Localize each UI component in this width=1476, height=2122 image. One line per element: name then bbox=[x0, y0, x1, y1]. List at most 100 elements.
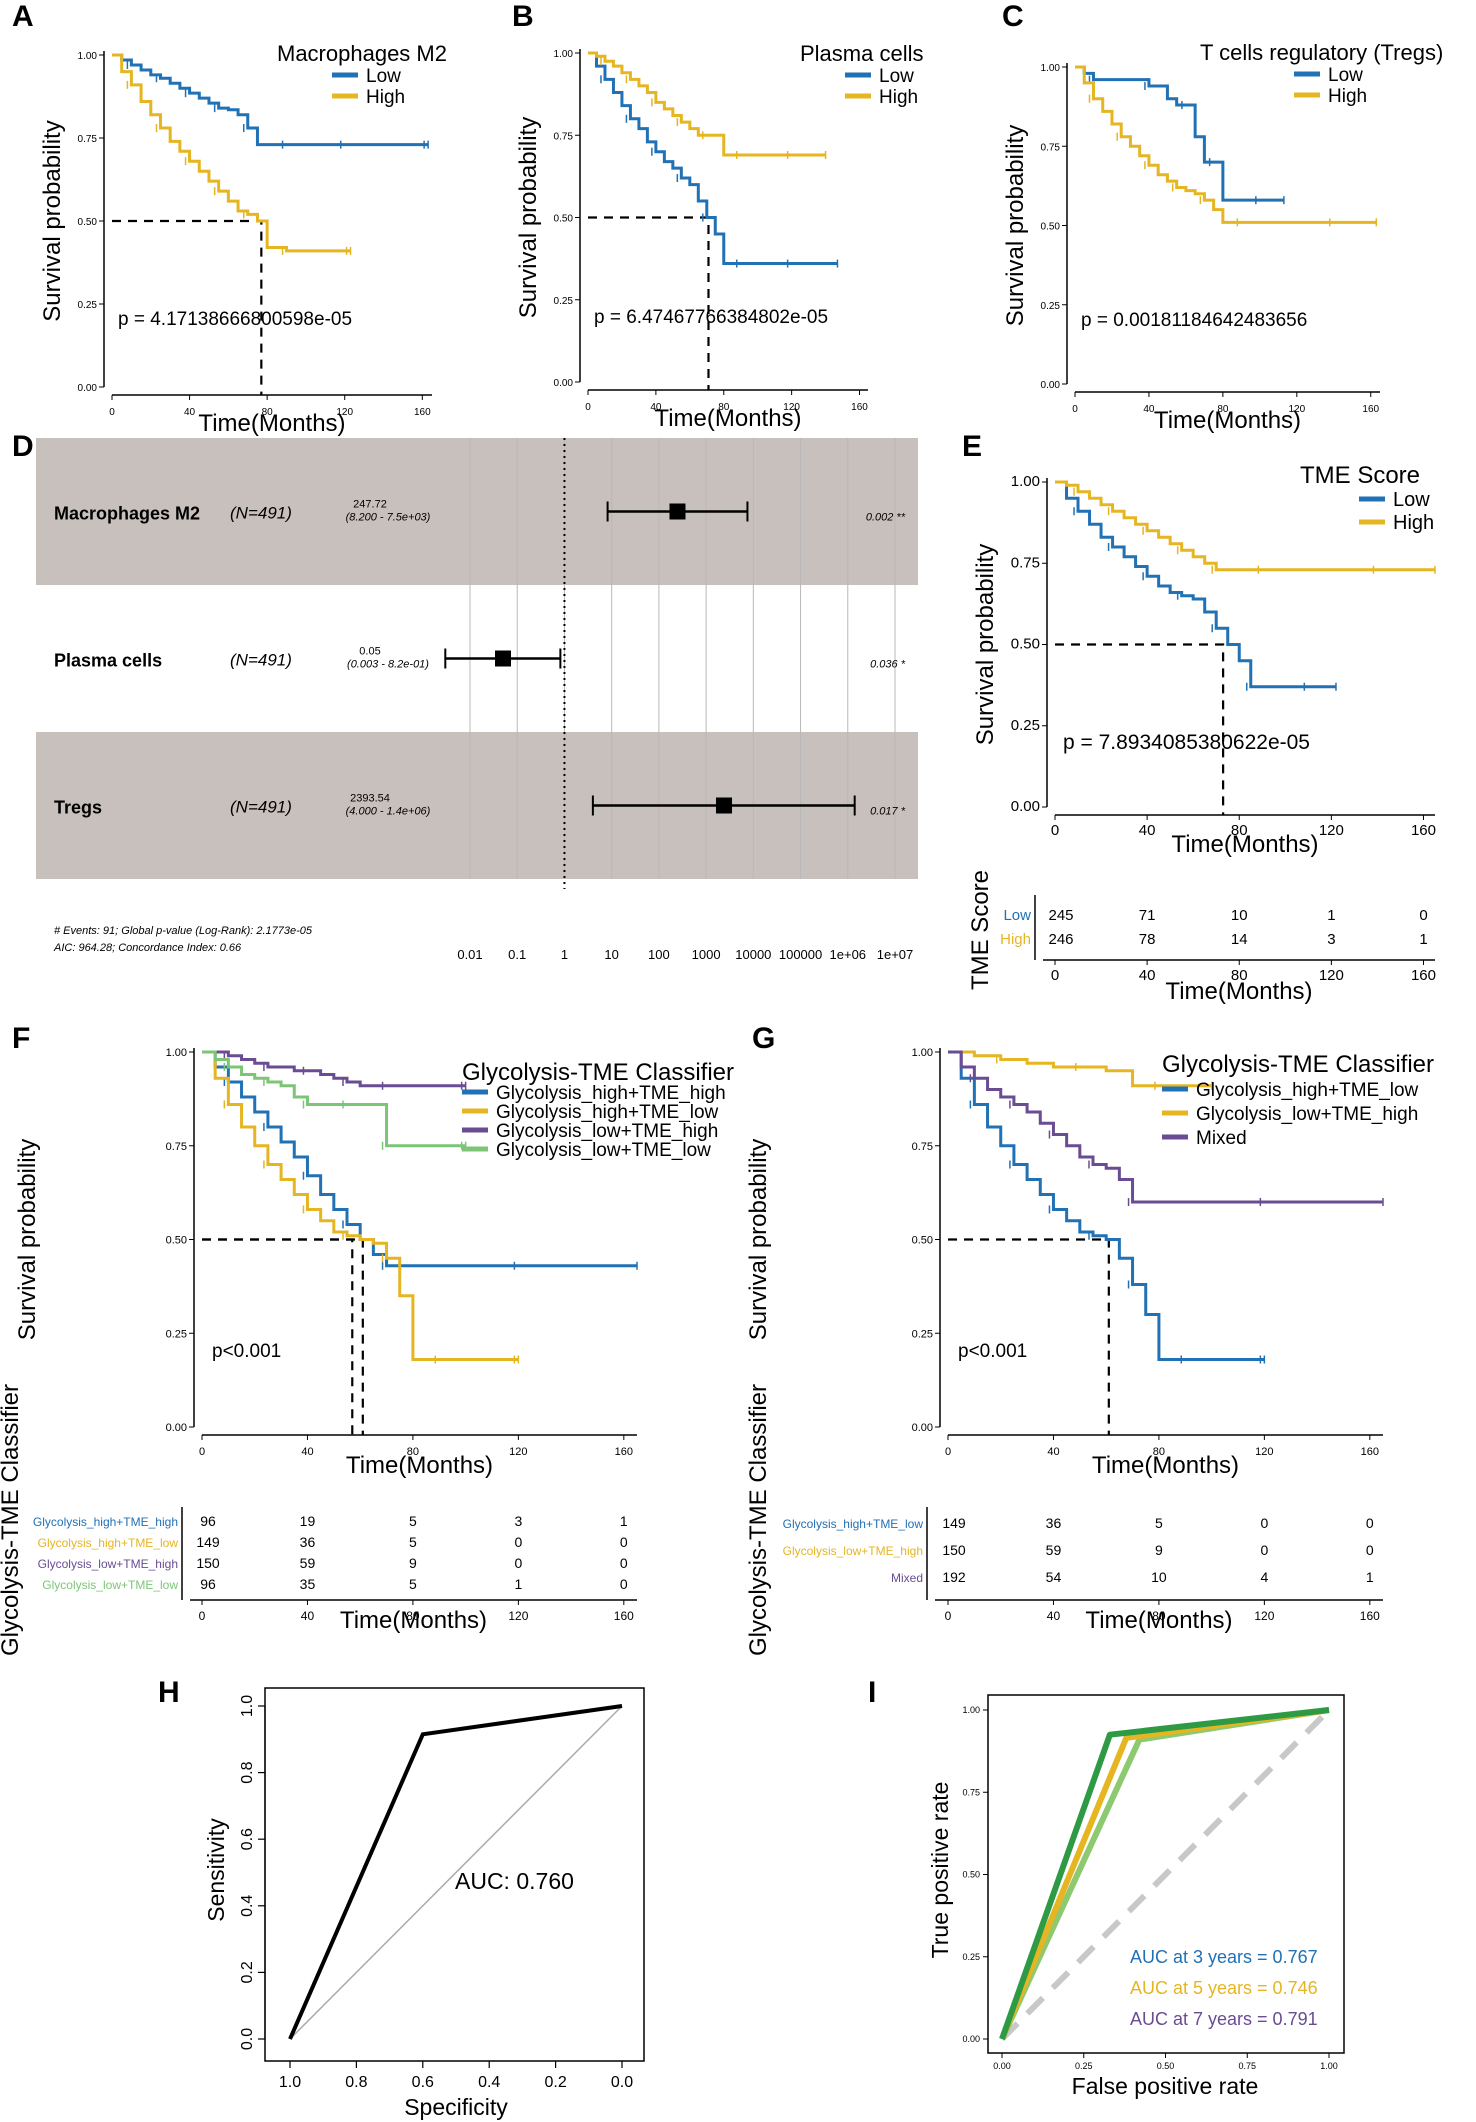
roc-curve bbox=[288, 1704, 623, 2040]
risk-count: 149 bbox=[196, 1534, 220, 1550]
x-tick-label: 40 bbox=[1139, 822, 1156, 839]
risk-count: 0 bbox=[514, 1534, 522, 1550]
risk-count: 10 bbox=[1151, 1569, 1167, 1585]
y-tick-label: 0.00 bbox=[912, 1422, 933, 1434]
y-axis-title: Survival probability bbox=[14, 1139, 41, 1340]
p-value-text: p<0.001 bbox=[958, 1341, 1027, 1362]
forest-row-ci: (4.000 - 1.4e+06) bbox=[346, 806, 431, 818]
risk-x-axis-title: Time(Months) bbox=[340, 1607, 487, 1634]
x-tick-label: 0 bbox=[1051, 822, 1059, 839]
x-tick-label: 0 bbox=[109, 407, 115, 418]
legend-label: Low bbox=[879, 66, 914, 87]
risk-count: 1 bbox=[514, 1576, 522, 1592]
roc-x-tick-label: 0.6 bbox=[412, 2074, 434, 2091]
roc-y-tick-label: 1.0 bbox=[239, 1695, 256, 1717]
roc-x-tick-label: 0.25 bbox=[1075, 2061, 1093, 2071]
forest-row-p: 0.036 * bbox=[870, 659, 906, 671]
y-tick-label: 1.00 bbox=[554, 49, 574, 60]
risk-row-label: Mixed bbox=[891, 1571, 923, 1585]
y-tick-label: 0.75 bbox=[554, 131, 574, 142]
x-tick-label: 160 bbox=[414, 407, 431, 418]
risk-count: 4 bbox=[1260, 1569, 1268, 1585]
legend-label: High bbox=[366, 87, 405, 108]
legend-label: Low bbox=[366, 66, 401, 87]
roc-x-tick-label: 0.8 bbox=[345, 2074, 367, 2091]
roc-y-tick-label: 0.0 bbox=[239, 2028, 256, 2050]
roc-y-tick-label: 0.75 bbox=[962, 1787, 980, 1797]
risk-count: 0 bbox=[620, 1534, 628, 1550]
x-tick-label: 120 bbox=[336, 407, 353, 418]
risk-count: 19 bbox=[300, 1513, 316, 1529]
risk-count: 9 bbox=[1155, 1542, 1163, 1558]
y-tick-label: 0.75 bbox=[912, 1141, 933, 1153]
p-value-text: p = 0.00181184642483656 bbox=[1081, 310, 1307, 331]
median-line bbox=[1055, 643, 1225, 815]
forest-x-tick-label: 1 bbox=[561, 947, 568, 962]
x-tick-label: 0 bbox=[945, 1446, 951, 1458]
legend-label: Glycolysis_high+TME_high bbox=[496, 1083, 726, 1104]
forest-x-tick-label: 0.01 bbox=[457, 947, 482, 962]
x-tick-label: 120 bbox=[1288, 404, 1305, 415]
y-tick-label: 0.50 bbox=[912, 1235, 933, 1247]
risk-row-label: Glycolysis_low+TME_high bbox=[38, 1557, 178, 1571]
forest-row-label: Tregs bbox=[54, 798, 102, 818]
forest-row-ci: (0.003 - 8.2e-01) bbox=[347, 659, 429, 671]
y-tick-label: 0.50 bbox=[1011, 636, 1040, 653]
roc-auc-label: AUC at 7 years = 0.791 bbox=[1130, 2009, 1318, 2029]
x-tick-label: 40 bbox=[301, 1446, 313, 1458]
roc-y-tick-label: 0.25 bbox=[962, 1952, 980, 1962]
legend-label: Glycolysis_low+TME_low bbox=[496, 1140, 711, 1161]
legend-label: Mixed bbox=[1196, 1128, 1247, 1149]
risk-count: 36 bbox=[300, 1534, 316, 1550]
risk-count: 54 bbox=[1046, 1569, 1062, 1585]
legend-label: Glycolysis_low+TME_high bbox=[496, 1121, 718, 1142]
x-tick-label: 80 bbox=[718, 402, 730, 413]
x-tick-label: 40 bbox=[650, 402, 662, 413]
legend-label: Glycolysis_high+TME_low bbox=[1196, 1080, 1419, 1101]
y-tick-label: 0.25 bbox=[1011, 717, 1040, 734]
forest-footnote: # Events: 91; Global p-value (Log-Rank):… bbox=[54, 925, 313, 937]
roc-y-tick-label: 0.2 bbox=[239, 1961, 256, 1983]
risk-x-tick-label: 0 bbox=[199, 1609, 206, 1623]
risk-row-label: Glycolysis_low+TME_high bbox=[783, 1544, 923, 1558]
forest-hr-marker bbox=[495, 650, 512, 667]
panel-letter-c: C bbox=[1002, 0, 1024, 33]
risk-count: 5 bbox=[409, 1534, 417, 1550]
y-tick-label: 0.00 bbox=[554, 378, 574, 389]
risk-row-label: Low bbox=[1003, 907, 1031, 924]
risk-count: 149 bbox=[942, 1515, 966, 1531]
forest-hr-marker bbox=[716, 797, 733, 814]
risk-table-f: Glycolysis_high+TME_high 96 19 5 3 1Glycolysi… bbox=[0, 1384, 637, 1656]
legend-label: High bbox=[1393, 512, 1434, 534]
forest-row-hr: 2393.54 bbox=[350, 793, 390, 805]
median-line bbox=[948, 1238, 1110, 1435]
roc-y-tick-label: 0.8 bbox=[239, 1761, 256, 1783]
risk-x-axis-title: Time(Months) bbox=[1165, 978, 1312, 1005]
series-line-yellow bbox=[588, 51, 826, 157]
forest-x-tick-label: 10000 bbox=[735, 947, 771, 962]
x-tick-label: 80 bbox=[1153, 1446, 1165, 1458]
series-line-blue bbox=[948, 1050, 1265, 1361]
y-tick-label: 0.00 bbox=[1041, 380, 1061, 391]
y-tick-label: 1.00 bbox=[78, 51, 98, 62]
y-tick-label: 0.25 bbox=[554, 296, 574, 307]
risk-x-tick-label: 40 bbox=[1047, 1609, 1061, 1623]
x-axis-title: Time(Months) bbox=[346, 1452, 493, 1479]
roc-y-axis-title: Sensitivity bbox=[203, 1818, 229, 1922]
median-line bbox=[588, 216, 710, 390]
series-line-yellow bbox=[1055, 480, 1435, 572]
risk-table-title: Glycolysis-TME Classifier bbox=[0, 1384, 24, 1656]
forest-x-tick-label: 1000 bbox=[692, 947, 721, 962]
risk-count: 3 bbox=[1327, 931, 1335, 948]
legend-title: Glycolysis-TME Classifier bbox=[1162, 1051, 1434, 1078]
x-axis-title: Time(Months) bbox=[198, 410, 345, 437]
y-tick-label: 0.25 bbox=[166, 1328, 187, 1340]
legend-label: High bbox=[879, 87, 918, 108]
km-panel-e: 0.00 0.25 0.50 0.75 1.00 0 40 80 120 160 Time(Mont… bbox=[972, 462, 1436, 858]
risk-count: 246 bbox=[1048, 931, 1073, 948]
risk-count: 14 bbox=[1231, 931, 1248, 948]
forest-row-label: Plasma cells bbox=[54, 651, 162, 671]
risk-count: 96 bbox=[200, 1576, 216, 1592]
x-axis-title: Time(Months) bbox=[1092, 1452, 1239, 1479]
risk-count: 5 bbox=[409, 1576, 417, 1592]
